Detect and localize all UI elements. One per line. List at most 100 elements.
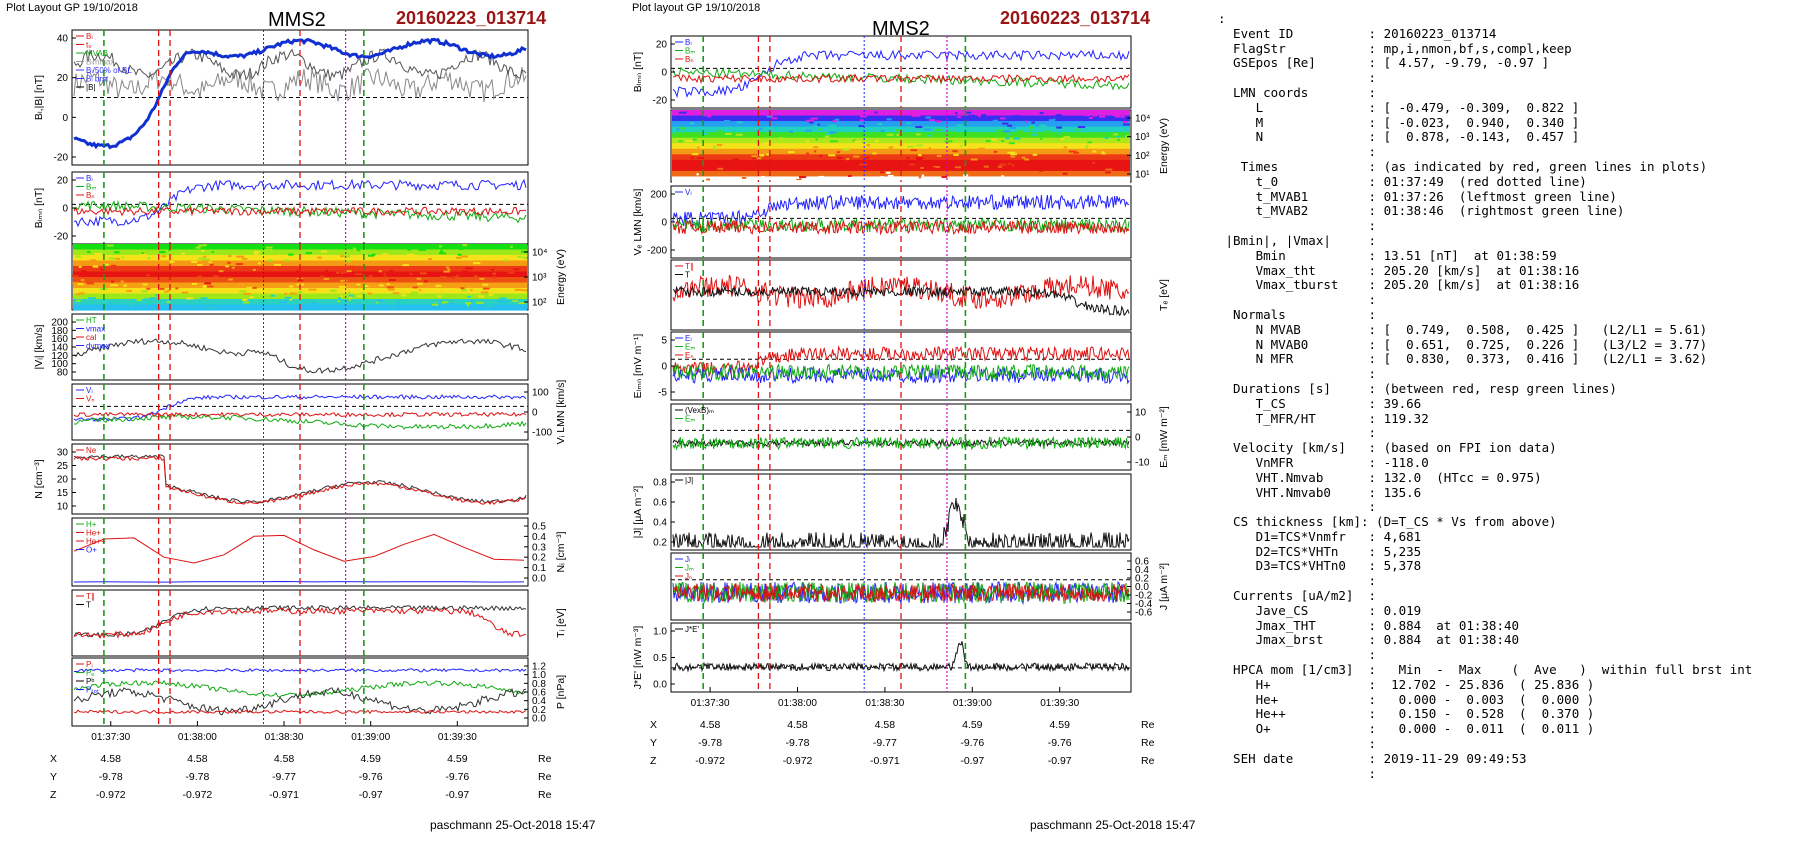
spectrogram-speckle — [108, 302, 113, 305]
spectrogram-speckle — [474, 275, 478, 278]
spectrogram-speckle — [957, 110, 962, 113]
spectrogram-speckle — [1008, 162, 1012, 165]
spectrogram-speckle — [518, 302, 526, 305]
y-tick-label: 10⁴ — [532, 248, 547, 259]
spectrogram-speckle — [195, 246, 201, 249]
spectrogram-speckle — [329, 289, 337, 292]
spectrogram-speckle — [976, 178, 981, 181]
spectrogram-speckle — [957, 116, 961, 119]
spectrogram-speckle — [209, 263, 214, 266]
legend-label: Bₗ — [685, 38, 692, 47]
spectrogram-speckle — [1104, 136, 1109, 139]
plot-panel: 0.50.40.30.20.10.0 Nᵢ [cm⁻³] H+He+He++O+ — [71, 517, 567, 587]
spectrogram-speckle — [295, 270, 301, 273]
spectrogram-speckle — [236, 255, 245, 258]
spectrogram-speckle — [810, 117, 819, 120]
spectrogram-speckle — [941, 175, 948, 178]
time-axis: 01:37:30 01:38:00 01:38:30 01:39:00 01:39:30 — [691, 687, 1080, 709]
y-tick-label: -20 — [54, 232, 69, 243]
spectrogram-speckle — [506, 304, 513, 307]
spectrogram-speckle — [456, 274, 460, 277]
x-tick-label: 01:39:00 — [351, 732, 390, 743]
spectrogram-speckle — [419, 272, 427, 275]
spectrogram-speckle — [954, 112, 958, 115]
spectrogram-speckle — [225, 265, 230, 268]
info-line: |Bmin|, |Vmax| : — [1218, 232, 1377, 248]
spectrogram-speckle — [437, 300, 442, 303]
spectrogram-speckle — [818, 128, 821, 131]
y-tick-label: 10 — [57, 502, 69, 513]
info-line: He++ : 0.150 - 0.528 ( 0.370 ) — [1218, 706, 1595, 722]
spectrogram-speckle — [917, 114, 921, 117]
legend-label: He++ — [86, 537, 106, 546]
spectrogram-speckle — [928, 147, 931, 150]
spectrogram-speckle — [159, 287, 165, 290]
spectrogram-speckle — [310, 302, 318, 305]
y-axis-label: Tₑ [eV] — [1158, 279, 1170, 311]
y-tick-label: 10³ — [1135, 132, 1150, 143]
spectrogram-speckle — [289, 292, 297, 295]
spectrogram-speckle — [1083, 114, 1091, 117]
spectrogram-speckle — [121, 256, 124, 259]
spectrogram-speckle — [388, 270, 394, 273]
y-tick-label: 10¹ — [1135, 170, 1150, 181]
spectrogram-speckle — [920, 115, 927, 118]
position-value: 4.58 — [187, 753, 208, 765]
spectrogram-speckle — [140, 287, 146, 290]
spectrogram-speckle — [858, 159, 862, 162]
spectrogram-speckle — [241, 257, 248, 260]
spectrogram-speckle — [887, 174, 894, 177]
spectrogram-speckle — [859, 119, 864, 122]
spectrogram-speckle — [918, 176, 922, 179]
y-axis-label: Tᵢ [eV] — [555, 608, 567, 638]
spectrogram-speckle — [323, 277, 330, 280]
legend-label: Jₗ — [685, 555, 690, 564]
spectrogram-speckle — [849, 131, 855, 134]
spectrogram-speckle — [100, 268, 105, 271]
spectrogram-speckle — [343, 255, 351, 258]
spectrogram-speckle — [227, 276, 231, 279]
position-value: -9.78 — [99, 771, 123, 783]
spectrogram-speckle — [865, 156, 869, 159]
spectrogram-speckle — [828, 124, 833, 127]
spectrogram-speckle — [935, 120, 942, 123]
info-line: SEH date : 2019-11-29 09:49:53 — [1218, 750, 1527, 766]
legend-label: t₀ — [86, 41, 92, 50]
legend-label: J*E' — [685, 625, 699, 634]
right-spacecraft-title: MMS2 — [872, 18, 930, 40]
spectrogram-speckle — [916, 144, 923, 147]
plot-panel: 10⁴ 10³ 10² Energy (eV) — [71, 243, 567, 311]
spectrogram-speckle — [164, 290, 169, 293]
legend-label: Eₘ — [685, 343, 695, 352]
legend-label: Vₗ — [685, 188, 692, 197]
y-tick-label: 0 — [661, 68, 667, 79]
spectrogram-speckle — [697, 146, 700, 149]
legend-label: Pᵢ — [86, 660, 93, 669]
position-table: X 4.58 4.58 4.58 4.59 4.59 Re Y -9.78 -9.78 -9.77 -… — [650, 719, 1155, 767]
spectrogram-speckle — [266, 259, 273, 262]
spectrogram-speckle — [1038, 169, 1044, 172]
position-value: -9.76 — [1048, 737, 1072, 749]
spectrogram-speckle — [337, 300, 341, 303]
y-tick-label: 0.8 — [532, 679, 546, 690]
spectrogram-speckle — [356, 295, 363, 298]
data-trace — [672, 48, 1130, 99]
spectrogram-band — [672, 176, 1130, 183]
spectrogram-speckle — [814, 150, 817, 153]
spectrogram-speckle — [485, 305, 494, 308]
spectrogram-speckle — [950, 162, 956, 165]
x-tick-label: 01:38:00 — [178, 732, 217, 743]
spectrogram-speckle — [361, 292, 365, 295]
position-value: 4.59 — [962, 719, 983, 731]
y-tick-label: 10² — [532, 298, 547, 309]
y-axis-label: Energy (eV) — [1158, 118, 1170, 174]
spectrogram-speckle — [864, 167, 872, 170]
spectrogram-speckle — [280, 301, 288, 304]
position-unit: Re — [1141, 755, 1155, 767]
spectrogram-speckle — [806, 119, 815, 122]
info-line: t_MVAB1 : 01:37:26 (leftmost green line) — [1218, 188, 1617, 204]
spectrogram-speckle — [264, 249, 273, 252]
spectrogram-speckle — [758, 146, 761, 149]
spectrogram-speckle — [123, 284, 128, 287]
spectrogram-speckle — [204, 282, 211, 285]
